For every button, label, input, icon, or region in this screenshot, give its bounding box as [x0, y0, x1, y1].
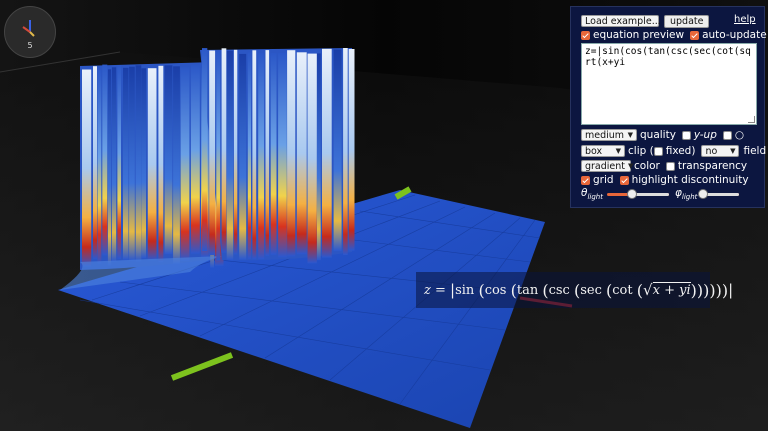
y-axis-green: [170, 352, 234, 381]
transparency-label: transparency: [677, 160, 748, 172]
quality-select[interactable]: medium ▼: [581, 129, 637, 141]
y-up-checkbox[interactable]: [681, 130, 691, 140]
surface-stripe: [141, 68, 146, 259]
surface-stripe: [135, 65, 142, 262]
quality-label: quality: [640, 129, 676, 141]
control-panel: Load example...▼ update help equation pr…: [570, 6, 767, 208]
surface-stripe: [239, 53, 247, 260]
surface-stripe: [270, 53, 277, 255]
surface-stripe: [258, 53, 265, 260]
surface-stripe: [216, 50, 221, 261]
formula-preview-overlay: z = | sin (cos (tan (csc (sec (cot (√ x +…: [416, 272, 733, 308]
surface-columns-left: [60, 62, 224, 290]
fixed-label: fixed): [665, 145, 696, 157]
highlight-discontinuity-checkbox[interactable]: [619, 175, 629, 185]
surface-stripe: [129, 66, 135, 261]
y-up-label: y-up: [693, 129, 717, 141]
help-link[interactable]: help: [734, 14, 756, 25]
clip-select[interactable]: box ▼: [581, 145, 625, 157]
surface-stripe: [247, 52, 251, 259]
surface-stripe: [233, 49, 238, 255]
surface-stripe: [221, 48, 227, 253]
fixed-checkbox[interactable]: [653, 146, 663, 156]
field-select[interactable]: no ▼: [701, 145, 740, 157]
surface-stripe: [117, 65, 121, 259]
surface-stripe: [123, 67, 129, 260]
chevron-down-icon: ▼: [615, 147, 621, 155]
chevron-down-icon: ▼: [628, 162, 634, 170]
clip-label: clip (: [628, 145, 654, 157]
circle-option-checkbox[interactable]: [722, 130, 732, 140]
surface-stripe: [102, 64, 108, 256]
surface-stripe: [343, 48, 348, 255]
surface-stripe: [278, 53, 287, 258]
chevron-down-icon: ▼: [627, 131, 633, 139]
surface-stripe: [190, 65, 200, 254]
surface-stripe: [173, 66, 180, 264]
surface-stripe: [209, 50, 216, 256]
surface-stripe: [202, 48, 208, 251]
phi-light-slider-thumb[interactable]: [698, 188, 709, 199]
surface-stripe: [307, 53, 317, 264]
chevron-down-icon: ▼: [730, 147, 736, 155]
load-example-select[interactable]: Load example...▼: [581, 15, 669, 27]
surface-stripe: [287, 50, 296, 257]
surface-stripe: [322, 48, 332, 258]
phi-light-slider[interactable]: [698, 188, 740, 199]
axis-widget-number: 5: [27, 41, 33, 50]
equation-textarea[interactable]: z=|sin(cos(tan(csc(sec(cot(sqrt(x+yi: [581, 43, 757, 125]
surface-stripe: [107, 69, 112, 266]
surface-stripe: [93, 66, 97, 260]
surface-stripe: [180, 67, 190, 261]
surface-stripe: [147, 68, 157, 261]
surface-stripe: [296, 52, 307, 255]
update-button[interactable]: update: [664, 14, 710, 28]
surface-stripe: [158, 65, 164, 263]
surface-stripe: [317, 53, 321, 261]
surface-stripe: [348, 49, 355, 251]
surface-stripe: [333, 49, 342, 252]
theta-light-label: θlight: [581, 186, 603, 202]
auto-update-label: auto-update: [702, 29, 767, 41]
phi-light-label: φlight: [674, 186, 698, 202]
surface-stripe: [252, 50, 257, 260]
surface-stripe: [82, 69, 92, 267]
color-label: color: [634, 160, 660, 172]
axis-orientation-widget[interactable]: 5: [4, 6, 56, 58]
surface-columns-right: [200, 48, 355, 264]
auto-update-checkbox[interactable]: [690, 30, 700, 40]
equation-preview-checkbox[interactable]: [581, 30, 590, 40]
resize-grip-icon[interactable]: [748, 116, 755, 123]
surface-plane: [58, 190, 545, 428]
grid-checkbox[interactable]: [581, 175, 590, 185]
field-label: field: [743, 145, 767, 157]
surface-stripe: [97, 69, 102, 264]
surface-stripe: [164, 65, 173, 255]
surface-stripe: [111, 67, 117, 262]
theta-light-slider-thumb[interactable]: [626, 188, 637, 199]
surface-stripe: [265, 50, 270, 256]
equation-text: z=|sin(cos(tan(csc(sec(cot(sqrt(x+yi: [585, 46, 751, 68]
circle-option-label: ○: [734, 129, 745, 141]
surface-stripe: [226, 50, 234, 260]
color-select[interactable]: gradient ▼: [581, 160, 634, 172]
theta-light-slider[interactable]: [606, 188, 669, 199]
transparency-checkbox[interactable]: [665, 161, 675, 171]
highlight-discontinuity-label: highlight discontinuity: [631, 174, 749, 186]
equation-preview-label: equation preview: [593, 29, 685, 41]
grid-label: grid: [593, 174, 614, 186]
